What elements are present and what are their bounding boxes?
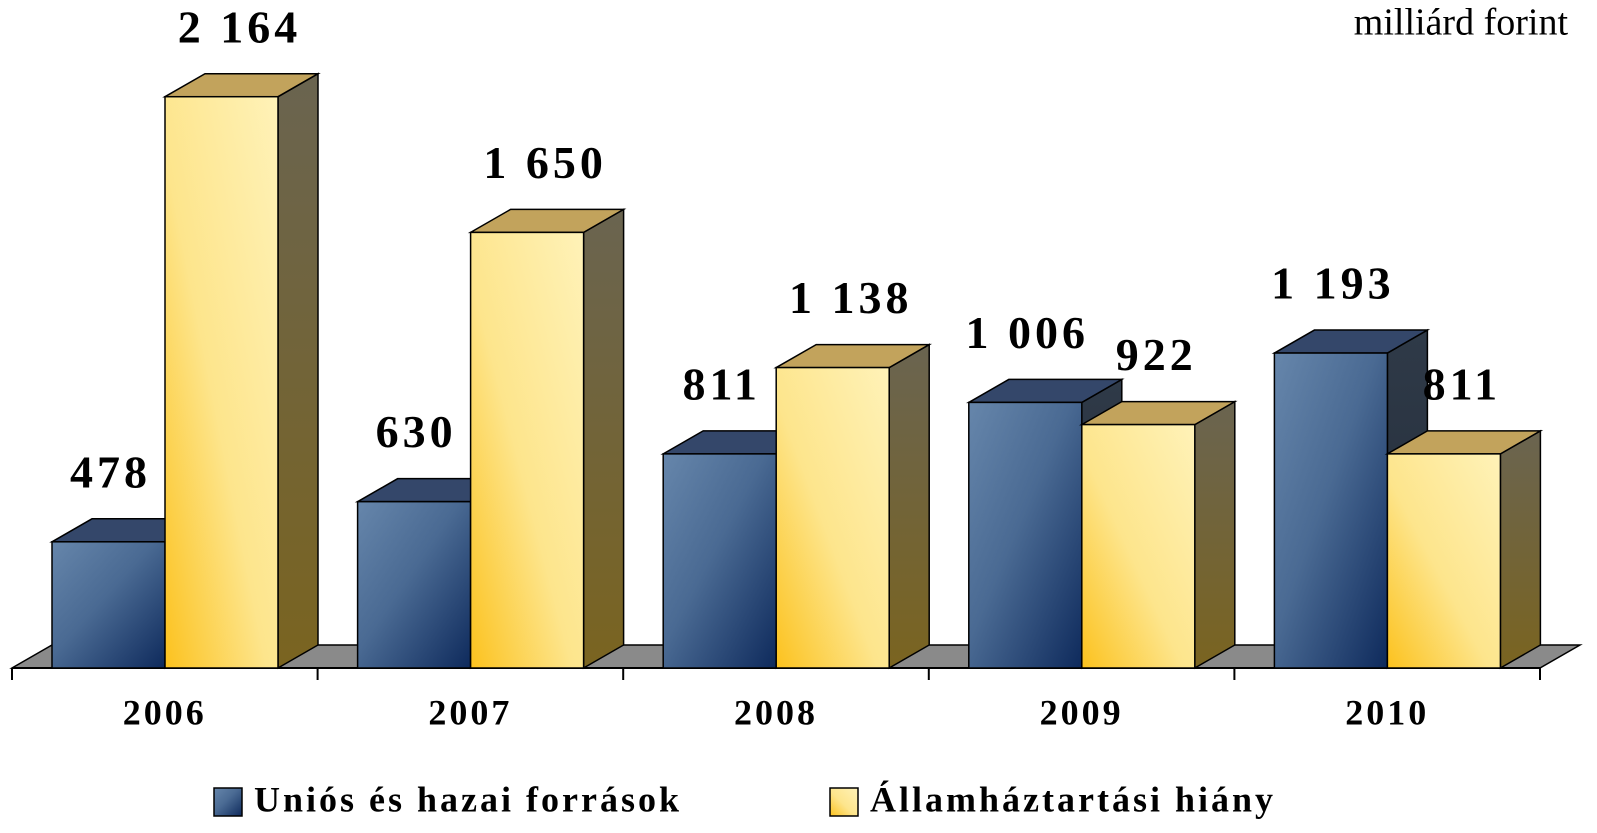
value-label: 922 (1116, 329, 1197, 380)
value-label: 1 138 (789, 272, 913, 323)
bar (356, 500, 472, 669)
value-label: 1 006 (966, 307, 1090, 358)
legend-swatch (829, 787, 859, 817)
value-label: 1 650 (483, 137, 607, 188)
unit-label: milliárd forint (1354, 2, 1569, 44)
value-label: 2 164 (178, 1, 302, 52)
x-tick-label: 2009 (1040, 692, 1124, 732)
bar-side (277, 72, 319, 670)
bar-side (582, 208, 625, 670)
value-label: 630 (376, 406, 457, 457)
bar (1386, 453, 1502, 669)
x-tick-label: 2008 (734, 692, 818, 732)
bar (469, 231, 585, 669)
value-label: 811 (682, 358, 760, 409)
bar-side (1194, 400, 1236, 670)
legend-swatch (213, 787, 243, 817)
value-label: 478 (70, 446, 151, 497)
value-label: 1 193 (1271, 258, 1395, 309)
x-tick-label: 2007 (428, 692, 512, 732)
legend-label: Államháztartási hiány (870, 779, 1276, 819)
bar (51, 541, 166, 669)
bar (968, 401, 1083, 669)
bar (1273, 352, 1389, 669)
bar (1081, 423, 1196, 669)
bar-side (888, 343, 930, 670)
bar (164, 95, 279, 669)
bar (775, 366, 890, 669)
x-tick-label: 2006 (123, 692, 207, 732)
x-tick-label: 2010 (1345, 692, 1429, 732)
bar-side (1499, 429, 1542, 670)
value-label: 811 (1423, 358, 1501, 409)
bar (662, 453, 777, 669)
legend-label: Uniós és hazai források (254, 779, 682, 819)
